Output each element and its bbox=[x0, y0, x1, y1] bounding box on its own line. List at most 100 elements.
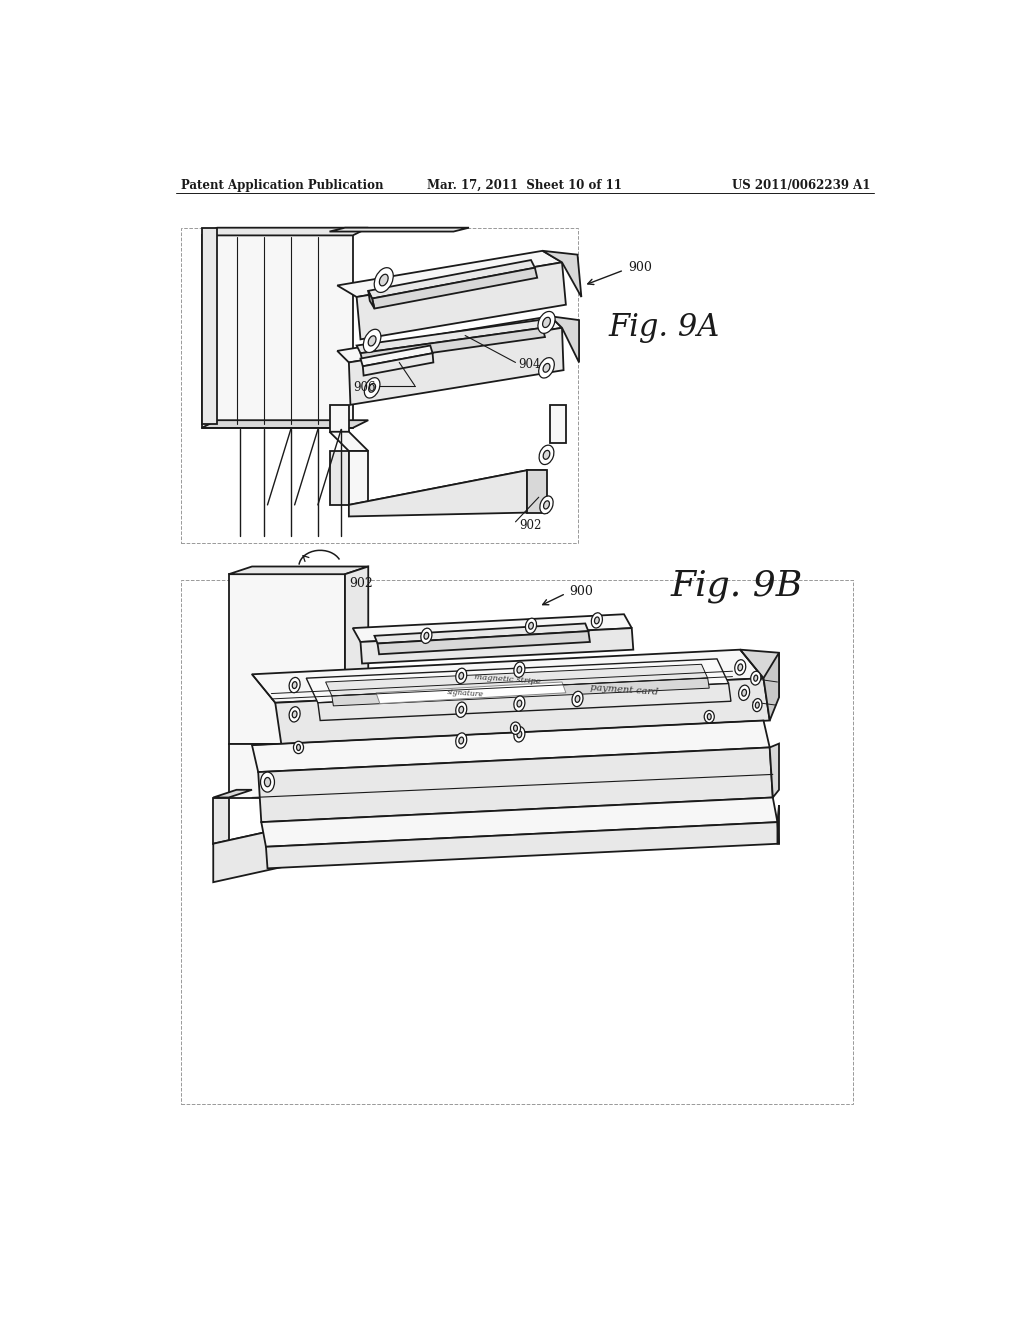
Ellipse shape bbox=[264, 777, 270, 787]
Ellipse shape bbox=[754, 675, 758, 681]
Text: Fig. 9A: Fig. 9A bbox=[608, 313, 720, 343]
Ellipse shape bbox=[456, 733, 467, 748]
Polygon shape bbox=[266, 822, 779, 869]
FancyBboxPatch shape bbox=[180, 227, 578, 544]
Polygon shape bbox=[770, 743, 779, 797]
Polygon shape bbox=[356, 321, 543, 354]
Ellipse shape bbox=[575, 696, 580, 702]
Polygon shape bbox=[228, 574, 345, 743]
Polygon shape bbox=[349, 470, 547, 506]
Polygon shape bbox=[345, 566, 369, 743]
Polygon shape bbox=[527, 470, 547, 512]
Ellipse shape bbox=[369, 384, 376, 392]
Ellipse shape bbox=[517, 667, 522, 673]
Ellipse shape bbox=[756, 702, 759, 708]
Polygon shape bbox=[349, 327, 563, 405]
Polygon shape bbox=[326, 664, 708, 696]
Polygon shape bbox=[213, 797, 228, 843]
Ellipse shape bbox=[591, 612, 602, 628]
Polygon shape bbox=[228, 566, 369, 574]
Polygon shape bbox=[317, 684, 731, 721]
Ellipse shape bbox=[738, 664, 742, 671]
Polygon shape bbox=[362, 354, 433, 376]
Ellipse shape bbox=[424, 632, 429, 639]
Polygon shape bbox=[261, 797, 777, 847]
Ellipse shape bbox=[514, 696, 525, 711]
Ellipse shape bbox=[292, 681, 297, 689]
Text: Patent Application Publication: Patent Application Publication bbox=[180, 178, 383, 191]
Polygon shape bbox=[550, 317, 579, 363]
Polygon shape bbox=[376, 682, 566, 704]
Ellipse shape bbox=[289, 677, 300, 693]
Ellipse shape bbox=[735, 660, 745, 675]
Text: US 2011/0062239 A1: US 2011/0062239 A1 bbox=[732, 178, 870, 191]
Polygon shape bbox=[213, 813, 369, 843]
Ellipse shape bbox=[751, 672, 761, 685]
Text: 902: 902 bbox=[349, 577, 373, 590]
Polygon shape bbox=[352, 614, 632, 642]
Ellipse shape bbox=[539, 445, 554, 465]
Text: 900: 900 bbox=[569, 585, 594, 598]
Polygon shape bbox=[330, 227, 469, 231]
Ellipse shape bbox=[525, 618, 537, 634]
Polygon shape bbox=[275, 678, 770, 744]
Polygon shape bbox=[372, 268, 538, 309]
Polygon shape bbox=[369, 290, 375, 309]
Polygon shape bbox=[337, 251, 562, 297]
Polygon shape bbox=[369, 260, 535, 298]
Polygon shape bbox=[777, 805, 779, 843]
Text: Mar. 17, 2011  Sheet 10 of 11: Mar. 17, 2011 Sheet 10 of 11 bbox=[427, 178, 623, 191]
FancyBboxPatch shape bbox=[180, 581, 853, 1104]
Ellipse shape bbox=[292, 711, 297, 718]
Polygon shape bbox=[258, 747, 773, 822]
Polygon shape bbox=[360, 327, 545, 363]
Ellipse shape bbox=[456, 702, 467, 717]
Polygon shape bbox=[764, 653, 779, 721]
Ellipse shape bbox=[528, 622, 534, 630]
Ellipse shape bbox=[708, 714, 712, 719]
Polygon shape bbox=[330, 405, 349, 432]
Polygon shape bbox=[330, 451, 349, 506]
Ellipse shape bbox=[543, 317, 551, 327]
Ellipse shape bbox=[379, 275, 388, 286]
Ellipse shape bbox=[289, 706, 300, 722]
Polygon shape bbox=[332, 678, 710, 706]
Text: Fig. 9B: Fig. 9B bbox=[671, 569, 803, 603]
Ellipse shape bbox=[514, 663, 525, 677]
Ellipse shape bbox=[260, 772, 274, 792]
Polygon shape bbox=[740, 649, 779, 697]
Ellipse shape bbox=[459, 737, 464, 744]
Ellipse shape bbox=[456, 668, 467, 684]
Ellipse shape bbox=[738, 685, 750, 701]
Polygon shape bbox=[378, 631, 590, 655]
Text: 906: 906 bbox=[353, 381, 376, 395]
Ellipse shape bbox=[459, 706, 464, 713]
Polygon shape bbox=[550, 405, 566, 444]
Text: magnetic stripe: magnetic stripe bbox=[474, 673, 542, 686]
Ellipse shape bbox=[540, 496, 553, 513]
Polygon shape bbox=[337, 317, 562, 363]
Ellipse shape bbox=[364, 329, 381, 352]
Ellipse shape bbox=[514, 727, 525, 742]
Text: 900: 900 bbox=[628, 261, 651, 275]
Ellipse shape bbox=[543, 363, 550, 372]
Ellipse shape bbox=[294, 742, 303, 754]
Polygon shape bbox=[360, 628, 633, 664]
Polygon shape bbox=[202, 420, 369, 428]
Ellipse shape bbox=[510, 722, 520, 734]
Ellipse shape bbox=[753, 698, 762, 711]
Text: signature: signature bbox=[446, 688, 483, 698]
Polygon shape bbox=[349, 470, 527, 516]
Ellipse shape bbox=[539, 358, 554, 378]
Ellipse shape bbox=[741, 689, 746, 696]
Polygon shape bbox=[202, 235, 352, 428]
Polygon shape bbox=[213, 789, 252, 797]
Ellipse shape bbox=[517, 731, 522, 738]
Polygon shape bbox=[356, 263, 566, 339]
Text: payment card: payment card bbox=[590, 682, 658, 697]
Ellipse shape bbox=[514, 725, 517, 731]
Polygon shape bbox=[543, 251, 582, 297]
Polygon shape bbox=[202, 227, 369, 235]
Text: 904: 904 bbox=[518, 358, 541, 371]
Ellipse shape bbox=[595, 616, 599, 624]
